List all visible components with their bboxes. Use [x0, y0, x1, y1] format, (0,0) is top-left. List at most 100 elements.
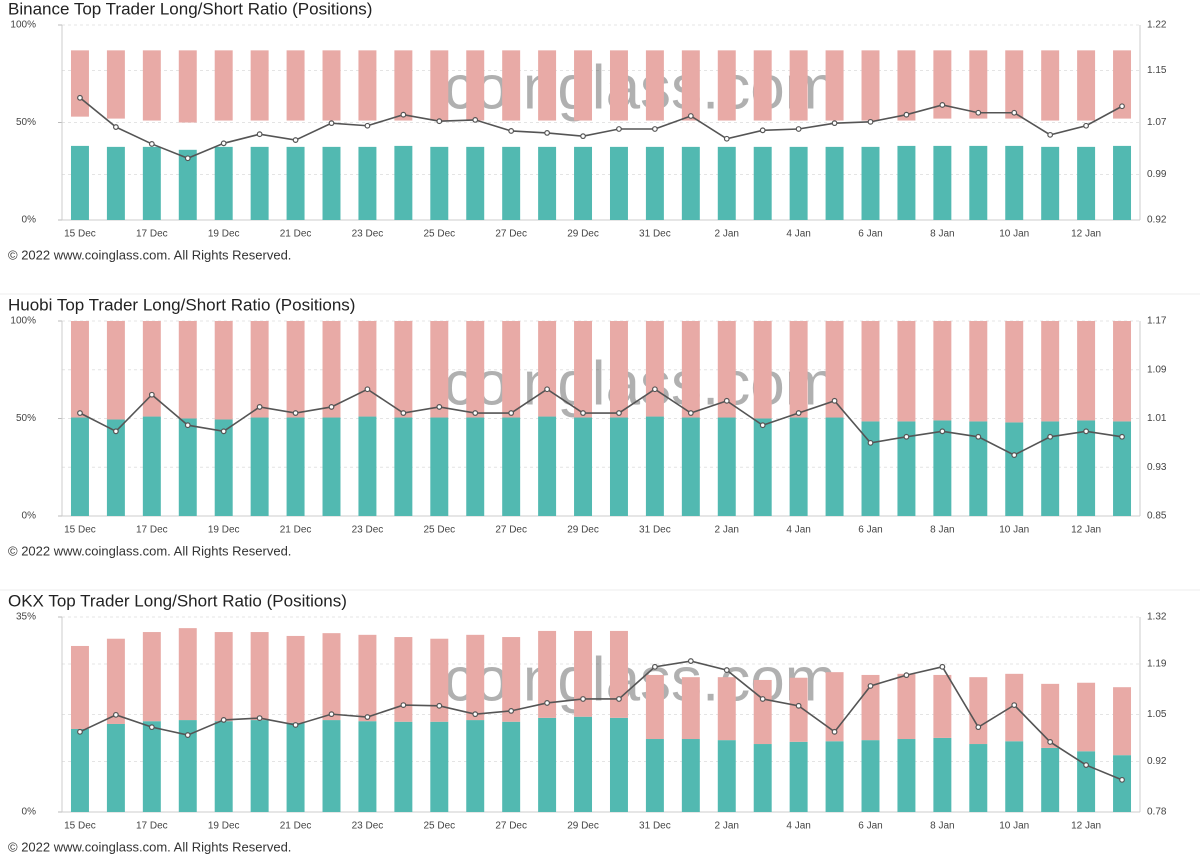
- x-tick-label: 23 Dec: [352, 525, 384, 536]
- short-bar: [178, 628, 197, 721]
- ratio-point: [256, 715, 263, 722]
- ratio-point: [652, 663, 658, 670]
- long-bar: [538, 717, 557, 812]
- chart-title: Huobi Top Trader Long/Short Ratio (Posit…: [8, 295, 355, 314]
- ratio-point: [328, 711, 335, 718]
- ratio-point: [472, 116, 479, 123]
- short-bar: [286, 321, 305, 418]
- long-bar: [430, 146, 449, 220]
- short-bar: [106, 321, 125, 420]
- short-bar: [502, 637, 521, 722]
- copyright: © 2022 www.coinglass.com. All Rights Res…: [8, 839, 291, 854]
- x-tick-label: 21 Dec: [280, 229, 312, 240]
- short-bar: [1077, 321, 1096, 421]
- long-bar: [897, 145, 916, 220]
- short-bar: [502, 321, 521, 418]
- long-bar: [681, 146, 700, 220]
- ratio-point: [867, 439, 874, 446]
- x-tick-label: 25 Dec: [423, 821, 455, 832]
- x-tick-label: 6 Jan: [858, 821, 882, 832]
- ratio-point: [112, 124, 119, 130]
- long-bar: [1113, 755, 1132, 812]
- ratio-point: [220, 428, 227, 435]
- chart-title: OKX Top Trader Long/Short Ratio (Positio…: [8, 591, 347, 610]
- long-bar: [430, 721, 449, 812]
- long-bar: [214, 721, 233, 812]
- chart-panel: Binance Top Trader Long/Short Ratio (Pos…: [8, 0, 1167, 262]
- chart-panel: OKX Top Trader Long/Short Ratio (Positio…: [0, 589, 1200, 854]
- ratio-point: [831, 120, 838, 127]
- x-tick-label: 25 Dec: [423, 525, 455, 536]
- x-tick-label: 29 Dec: [567, 525, 599, 536]
- long-bar: [861, 421, 880, 516]
- short-bar: [430, 321, 449, 418]
- x-tick-label: 12 Jan: [1071, 229, 1101, 240]
- short-bar: [933, 50, 952, 119]
- long-bar: [1113, 421, 1132, 516]
- long-bar: [1077, 146, 1096, 220]
- ratio-point: [256, 131, 263, 138]
- long-bar: [502, 721, 521, 812]
- long-bar: [897, 421, 916, 516]
- x-tick-label: 31 Dec: [639, 821, 671, 832]
- short-bar: [717, 50, 736, 121]
- ratio-point: [184, 422, 191, 429]
- short-bar: [214, 321, 233, 420]
- x-tick-label: 4 Jan: [786, 229, 810, 240]
- short-bar: [358, 50, 377, 121]
- short-bar: [681, 50, 700, 121]
- ratio-point: [472, 711, 479, 718]
- x-tick-label: 31 Dec: [639, 525, 671, 536]
- y2-tick-label: 1.22: [1147, 20, 1167, 31]
- ratio-point: [1119, 103, 1125, 110]
- ratio-point: [220, 717, 227, 723]
- long-bar: [645, 739, 664, 812]
- short-bar: [717, 677, 736, 741]
- short-bar: [466, 634, 485, 721]
- ratio-point: [1083, 762, 1089, 768]
- short-bar: [897, 50, 916, 121]
- ratio-point: [831, 397, 838, 404]
- ratio-point: [939, 102, 946, 108]
- x-tick-label: 15 Dec: [64, 229, 96, 240]
- short-bar: [753, 50, 772, 121]
- short-bar: [717, 321, 736, 418]
- y-tick-label: 0%: [22, 511, 37, 522]
- short-bar: [394, 637, 413, 722]
- y-tick-label: 100%: [10, 316, 36, 327]
- ratio-point: [975, 724, 982, 731]
- long-bar: [250, 146, 269, 220]
- x-tick-label: 2 Jan: [715, 229, 739, 240]
- x-tick-label: 25 Dec: [423, 229, 455, 240]
- ratio-point: [436, 702, 443, 709]
- ratio-point: [939, 428, 946, 435]
- y2-tick-label: 1.07: [1147, 117, 1167, 128]
- short-bar: [681, 321, 700, 418]
- ratio-point: [616, 126, 622, 132]
- long-bar: [214, 146, 233, 220]
- long-bar: [142, 721, 161, 812]
- ratio-point: [831, 728, 838, 735]
- long-bar: [142, 416, 161, 516]
- long-bar: [70, 417, 89, 516]
- x-tick-label: 6 Jan: [858, 229, 882, 240]
- y-tick-label: 50%: [16, 413, 36, 424]
- ratio-point: [292, 722, 299, 728]
- x-tick-label: 17 Dec: [136, 821, 168, 832]
- short-bar: [430, 638, 449, 722]
- ratio-line: [79, 388, 1123, 456]
- long-bar: [394, 721, 413, 812]
- long-bar: [717, 740, 736, 812]
- short-bar: [861, 321, 880, 422]
- short-bar: [609, 50, 628, 121]
- short-bar: [609, 321, 628, 418]
- short-bar: [1113, 321, 1132, 422]
- short-bar: [574, 321, 593, 418]
- x-tick-label: 29 Dec: [567, 821, 599, 832]
- long-bar: [933, 145, 952, 220]
- ratio-point: [148, 141, 155, 147]
- short-bar: [106, 50, 125, 119]
- ratio-point: [436, 404, 443, 410]
- short-bar: [825, 321, 844, 418]
- ratio-point: [1011, 109, 1018, 116]
